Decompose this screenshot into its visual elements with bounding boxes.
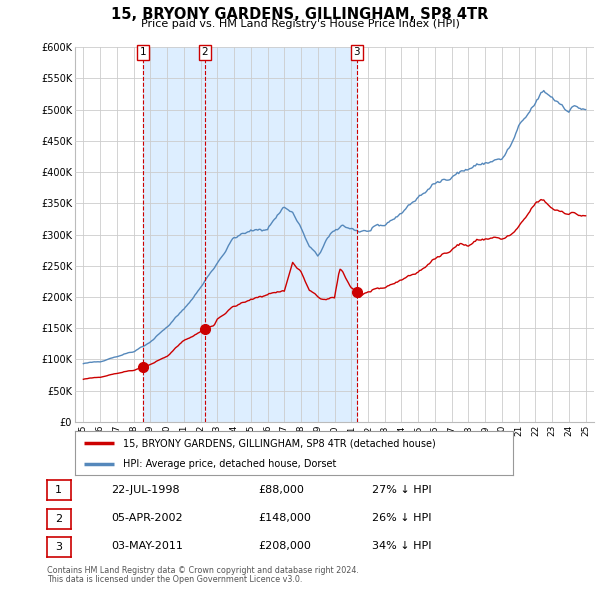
Text: 26% ↓ HPI: 26% ↓ HPI [372,513,431,523]
Text: £208,000: £208,000 [258,542,311,551]
Text: £148,000: £148,000 [258,513,311,523]
Text: Contains HM Land Registry data © Crown copyright and database right 2024.: Contains HM Land Registry data © Crown c… [47,566,359,575]
Text: 2: 2 [202,47,208,57]
Text: This data is licensed under the Open Government Licence v3.0.: This data is licensed under the Open Gov… [47,575,302,584]
Bar [143,47,205,422]
Text: HPI: Average price, detached house, Dorset: HPI: Average price, detached house, Dors… [123,459,337,469]
Text: 15, BRYONY GARDENS, GILLINGHAM, SP8 4TR: 15, BRYONY GARDENS, GILLINGHAM, SP8 4TR [112,7,488,22]
Text: £88,000: £88,000 [258,485,304,494]
Text: 34% ↓ HPI: 34% ↓ HPI [372,542,431,551]
Text: 03-MAY-2011: 03-MAY-2011 [111,542,183,551]
Text: 2: 2 [55,514,62,523]
Text: 1: 1 [139,47,146,57]
Text: 15, BRYONY GARDENS, GILLINGHAM, SP8 4TR (detached house): 15, BRYONY GARDENS, GILLINGHAM, SP8 4TR … [123,438,436,448]
Text: 22-JUL-1998: 22-JUL-1998 [111,485,179,494]
Text: 3: 3 [353,47,360,57]
Text: 27% ↓ HPI: 27% ↓ HPI [372,485,431,494]
Text: Price paid vs. HM Land Registry's House Price Index (HPI): Price paid vs. HM Land Registry's House … [140,19,460,29]
Text: 1: 1 [55,486,62,495]
Text: 3: 3 [55,542,62,552]
Text: 05-APR-2002: 05-APR-2002 [111,513,182,523]
Bar [205,47,357,422]
